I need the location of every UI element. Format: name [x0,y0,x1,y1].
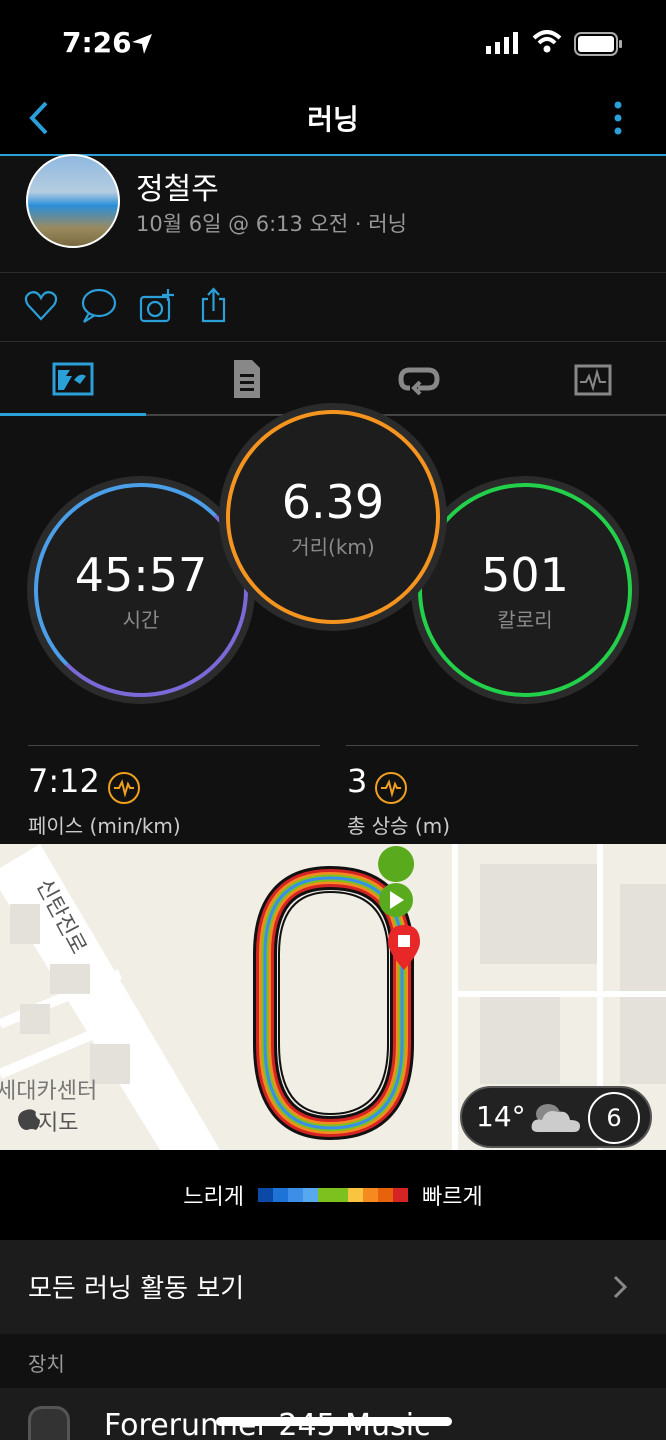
comment-icon[interactable] [80,287,118,325]
back-chevron-icon[interactable] [26,100,52,136]
distance-value: 6.39 [281,474,385,529]
tab-details[interactable] [166,342,326,416]
start-marker-icon [378,846,415,917]
stop-marker-icon [388,925,420,970]
location-arrow-icon [132,34,152,54]
pace-value: 7:12 [28,762,100,800]
avatar[interactable] [26,154,120,248]
legend-swatch [378,1188,393,1202]
legend-swatch [348,1188,363,1202]
chevron-right-icon [613,1275,628,1299]
wind-indicator: 6 [588,1092,640,1144]
legend-swatch [288,1188,303,1202]
activity-meta: 10월 6일 @ 6:13 오전 · 러닝 [136,212,407,236]
legend-swatch [318,1188,333,1202]
weather-temp: 14° [476,1100,526,1133]
weather-badge[interactable]: 14° 6 [460,1086,652,1148]
legend-swatch [333,1188,348,1202]
calories-circle[interactable]: 501 칼로리 [411,476,639,704]
tab-laps[interactable] [340,342,500,416]
ascent-label: 총 상승 (m) [347,813,451,838]
pulse-icon [375,771,408,804]
home-indicator[interactable] [216,1417,452,1426]
map-overview-icon [52,362,94,396]
add-photo-icon[interactable] [138,287,176,325]
battery-icon [574,32,622,56]
tab-charts[interactable] [510,342,666,416]
activity-header: 정철주 10월 6일 @ 6:13 오전 · 러닝 [0,154,666,272]
status-time: 7:26 [62,26,132,59]
legend-slow-label: 느리게 [183,1185,244,1210]
pace-label: 페이스 (min/km) [28,813,181,838]
heart-icon[interactable] [24,289,58,323]
user-name[interactable]: 정철주 [136,172,219,207]
laps-icon [398,367,440,396]
route-map[interactable]: 신탄진로 세대카센터 지도 14° 6 [0,844,666,1150]
legend-swatch [363,1188,378,1202]
time-label: 시간 [122,607,160,632]
time-value: 45:57 [74,547,208,602]
legend-swatch [273,1188,288,1202]
action-bar [0,273,666,341]
pace-stat[interactable]: 7:12 페이스 (min/km) [28,762,181,839]
ascent-stat[interactable]: 3 총 상승 (m) [347,762,450,839]
device-row[interactable]: Forerunner 245 Music [0,1388,666,1440]
device-section-label: 장치 [28,1352,65,1376]
watch-icon [28,1406,70,1440]
details-list-icon [234,360,260,398]
all-runs-label: 모든 러닝 활동 보기 [28,1274,245,1304]
pulse-icon [107,771,140,804]
nav-bar: 러닝 [0,90,666,156]
share-icon[interactable] [200,287,228,325]
status-bar: 7:26 [0,0,666,90]
wifi-icon [532,30,562,53]
calories-value: 501 [481,547,569,602]
distance-label: 거리(km) [291,534,375,559]
legend-swatch [393,1188,408,1202]
time-circle[interactable]: 45:57 시간 [27,476,255,704]
pace-legend: 느리게 빠르게 [0,1150,666,1240]
cloud-icon [531,1104,580,1132]
chart-icon [574,364,612,396]
apple-logo-icon [18,1109,40,1130]
page-title: 러닝 [307,103,359,136]
calories-label: 칼로리 [497,607,553,632]
legend-color-bar [258,1188,408,1202]
legend-swatch [258,1188,273,1202]
legend-fast-label: 빠르게 [422,1185,483,1210]
signal-icon [486,32,518,54]
legend-swatch [303,1188,318,1202]
more-menu-icon[interactable] [612,100,624,136]
tab-overview[interactable] [0,342,146,416]
place-label: 세대카센터 [0,1079,97,1104]
device-section-header: 장치 [0,1334,666,1388]
map-attribution: 지도 [38,1111,78,1136]
all-runs-row[interactable]: 모든 러닝 활동 보기 [0,1240,666,1334]
distance-circle[interactable]: 6.39 거리(km) [219,403,447,631]
ascent-value: 3 [347,762,368,800]
map-canvas: 신탄진로 세대카센터 지도 [0,844,666,1150]
